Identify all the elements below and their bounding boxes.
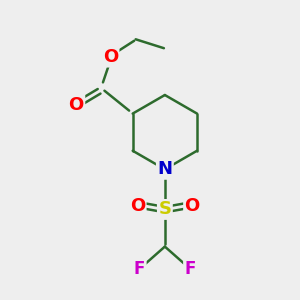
Text: F: F [134,260,145,278]
Text: O: O [184,197,200,215]
Text: O: O [130,197,145,215]
Text: O: O [103,48,118,66]
Text: S: S [158,200,171,218]
Text: F: F [184,260,196,278]
Text: O: O [69,96,84,114]
Text: N: N [158,160,172,178]
